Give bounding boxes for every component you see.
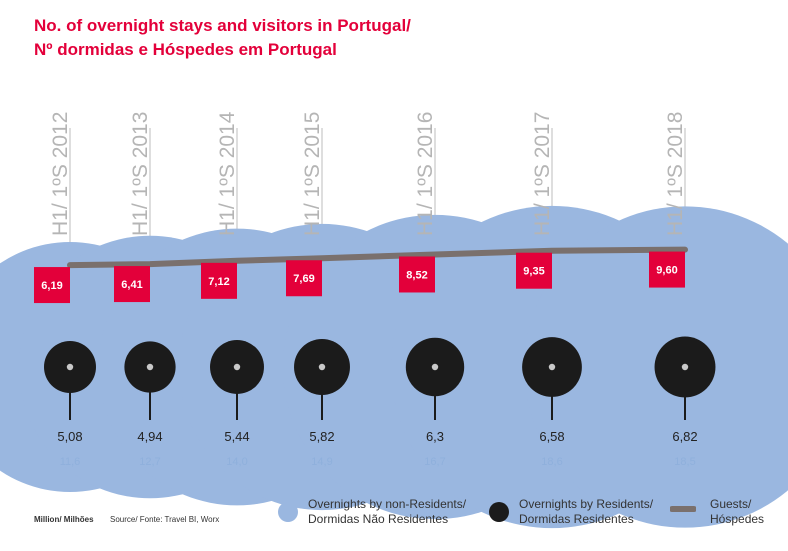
legend-guests-line-1: Guests/ (710, 497, 752, 511)
guests-label-box (34, 267, 70, 304)
period-tick-label: H1/ 1ºS 2012 (49, 112, 72, 236)
guests-label-box (399, 256, 435, 293)
legend-residents-line-2: Dormidas Residentes (519, 512, 634, 526)
guests-line (67, 246, 688, 269)
title-line-2: Nº dormidas e Hóspedes em Portugal (34, 40, 337, 59)
period-tick-label: H1/ 1ºS 2014 (216, 111, 239, 236)
residents-data-label: 4,94 (137, 429, 162, 444)
guests-data-label: 8,52 (406, 269, 427, 281)
period-tick-label: H1/ 1ºS 2015 (301, 112, 324, 236)
bubble-center-dot (318, 363, 326, 371)
legend-non-residents-line-1: Overnights by non-Residents/ (308, 497, 467, 511)
legend-guests-swatch (670, 506, 696, 512)
residents-data-label: 6,58 (539, 429, 564, 444)
period-tick-label: H1/ 1ºS 2016 (414, 112, 437, 236)
guests-label-box (201, 262, 237, 299)
guests-label-box (286, 260, 322, 297)
guests-data-label: 6,41 (121, 279, 142, 291)
source-note: Source/ Fonte: Travel BI, Worx (110, 515, 220, 524)
legend-non-residents-swatch (278, 502, 298, 522)
guests-data-label: 7,12 (208, 276, 229, 288)
unit-note: Million/ Milhões (34, 515, 94, 524)
bubble-center-dot (681, 363, 689, 371)
bubble-center-dot (548, 363, 556, 371)
guests-label-box (114, 266, 150, 303)
residents-data-label: 6,3 (426, 429, 444, 444)
guests-label-box (649, 251, 685, 288)
non-residents-data-label: 11,6 (60, 456, 81, 468)
non-residents-data-label: 18,6 (541, 456, 562, 468)
residents-data-label: 5,82 (309, 429, 334, 444)
guests-data-label: 7,69 (293, 273, 314, 285)
bubble-center-dot (146, 363, 154, 371)
residents-data-label: 6,82 (672, 429, 697, 444)
legend-residents-line-1: Overnights by Residents/ (519, 497, 654, 511)
chart-title: No. of overnight stays and visitors in P… (34, 14, 634, 62)
unit-label: Million/ Milhões (34, 515, 94, 524)
guests-data-label: 9,60 (656, 265, 677, 277)
period-tick-label: H1/ 1ºS 2018 (664, 112, 687, 236)
period-tick-label: H1/ 1ºS 2013 (129, 112, 152, 236)
non-residents-data-label: 12,7 (139, 456, 160, 468)
legend-residents-swatch (489, 502, 509, 522)
guests-data-label: 9,35 (523, 266, 544, 278)
bubble-center-dot (431, 363, 439, 371)
residents-data-label: 5,08 (57, 429, 82, 444)
non-residents-data-label: 14,9 (311, 456, 332, 468)
legend-non-residents-line-2: Dormidas Não Residentes (308, 512, 449, 526)
non-residents-data-label: 18,5 (674, 456, 695, 468)
non-residents-data-label: 16,7 (424, 456, 445, 468)
non-residents-data-label: 14,0 (226, 456, 247, 468)
guests-label-box (516, 252, 552, 289)
residents-data-label: 5,44 (224, 429, 249, 444)
guests-data-label: 6,19 (41, 280, 62, 292)
title-line-1: No. of overnight stays and visitors in P… (34, 16, 411, 35)
period-tick-label: H1/ 1ºS 2017 (531, 112, 554, 236)
bubble-center-dot (233, 363, 241, 371)
legend-guests-line-2: Hóspedes (710, 512, 765, 526)
bubble-center-dot (66, 363, 74, 371)
